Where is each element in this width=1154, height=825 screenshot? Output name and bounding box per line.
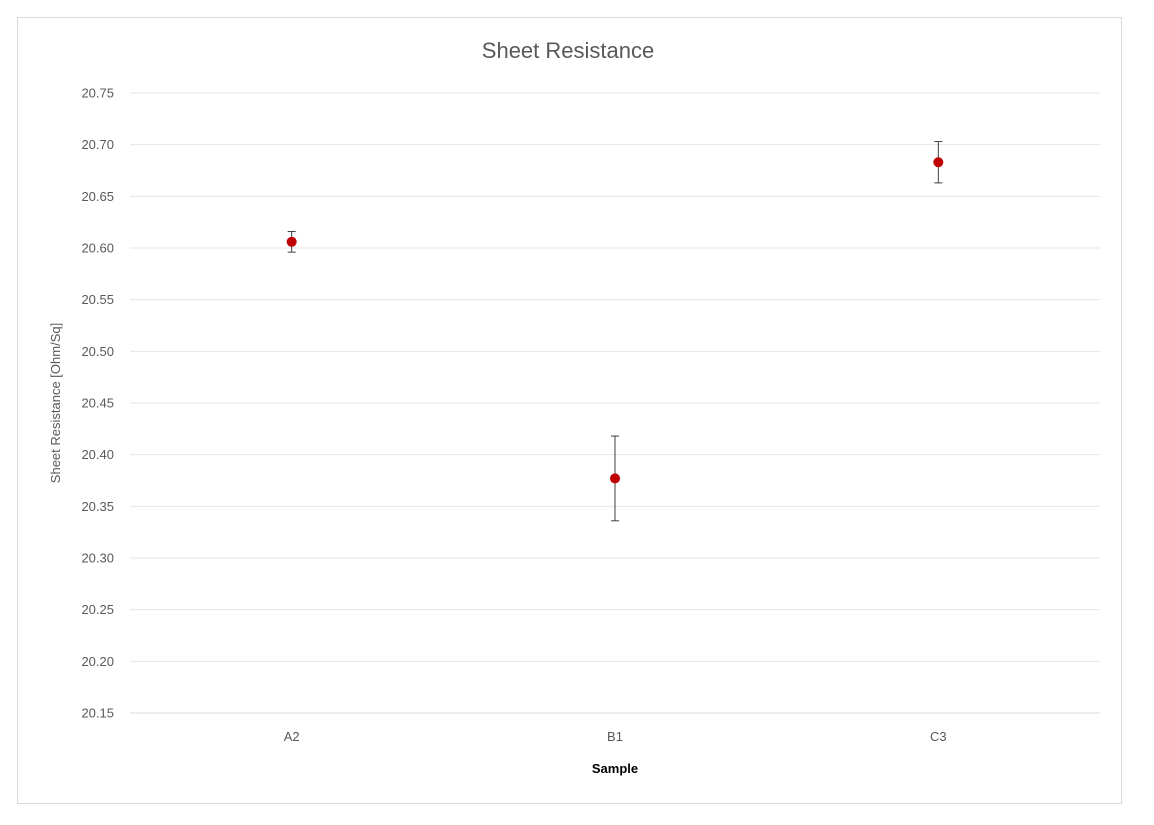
y-axis-ticks: 20.75 20.70 20.65 20.60 20.55 20.50 20.45 20.40… xyxy=(81,86,114,721)
chart-title: Sheet Resistance xyxy=(482,38,654,63)
x-axis-ticks: A2 B1 C3 xyxy=(284,729,947,744)
y-tick-label: 20.60 xyxy=(81,241,114,256)
data-point xyxy=(933,157,944,168)
y-tick-label: 20.30 xyxy=(81,551,114,566)
y-tick-label: 20.35 xyxy=(81,499,114,514)
x-tick-label: A2 xyxy=(284,729,300,744)
y-tick-label: 20.25 xyxy=(81,602,114,617)
error-bars xyxy=(287,141,943,522)
x-tick-label: C3 xyxy=(930,729,947,744)
x-tick-label: B1 xyxy=(607,729,623,744)
y-tick-label: 20.50 xyxy=(81,344,114,359)
y-axis-title: Sheet Resistance [Ohm/Sq] xyxy=(48,323,63,483)
y-tick-label: 20.70 xyxy=(81,137,114,152)
data-point xyxy=(286,236,297,247)
data-point xyxy=(610,473,620,484)
data-points xyxy=(286,157,944,484)
y-tick-label: 20.65 xyxy=(81,189,114,204)
y-tick-label: 20.15 xyxy=(81,706,114,721)
y-tick-label: 20.55 xyxy=(81,292,114,307)
y-tick-label: 20.75 xyxy=(81,86,114,101)
x-axis-title: Sample xyxy=(592,761,638,776)
gridlines xyxy=(130,92,1100,662)
y-tick-label: 20.20 xyxy=(81,654,114,669)
y-tick-label: 20.40 xyxy=(81,447,114,462)
y-tick-label: 20.45 xyxy=(81,396,114,411)
